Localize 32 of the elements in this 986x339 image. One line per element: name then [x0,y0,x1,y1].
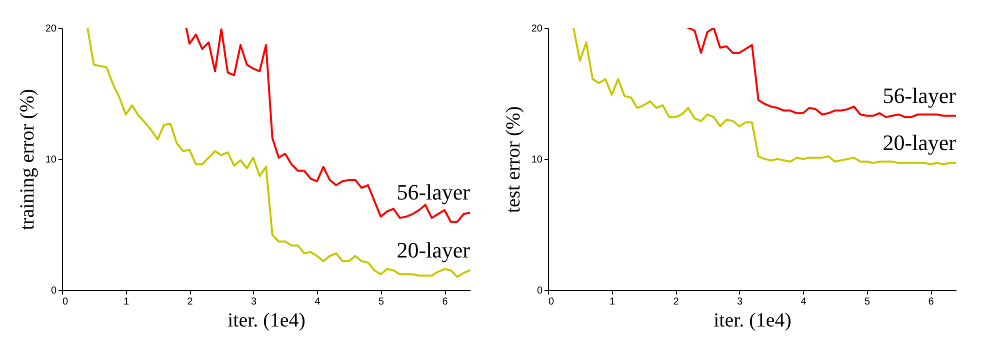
x-tick-label: 4 [800,296,807,308]
x-tick-label: 1 [609,296,616,308]
x-tick-label: 5 [864,296,870,308]
line-series [86,28,470,278]
y-tick-label: 0 [50,286,57,296]
x-tick-label: 2 [673,296,680,308]
x-axis-title: iter. (1e4) [228,310,306,332]
x-tick-label: 5 [378,296,384,308]
y-tick-label: 10 [531,154,543,166]
y-tick-label: 20 [531,24,543,34]
series-label: 20-layer [882,130,957,155]
line-series [572,28,956,166]
series-label: 56-layer [396,180,471,205]
y-tick-label: 20 [45,24,57,34]
y-tick-label: 0 [536,286,543,296]
x-tick-label: 3 [250,296,257,308]
x-tick-label: 0 [62,296,68,308]
x-axis-title: iter. (1e4) [714,310,792,332]
x-tick-label: 2 [187,296,194,308]
y-axis-title: training error (%) [16,88,38,230]
series-label: 56-layer [882,82,957,108]
x-tick-label: 4 [314,296,321,308]
y-tick-label: 10 [45,154,57,166]
x-tick-label: 0 [548,296,554,308]
y-axis-title: test error (%) [502,106,524,213]
x-tick-label: 6 [928,296,934,308]
x-tick-label: 3 [736,296,743,308]
line-series [185,28,470,223]
x-tick-label: 6 [442,296,448,308]
x-tick-label: 1 [123,296,130,308]
line-series [687,28,956,118]
series-label: 20-layer [396,237,471,262]
